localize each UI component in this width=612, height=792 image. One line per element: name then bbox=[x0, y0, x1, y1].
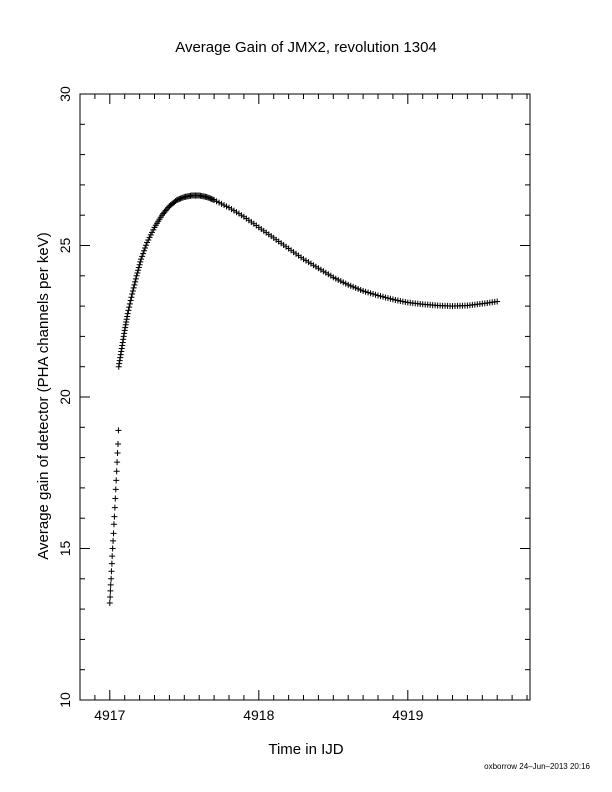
y-tick-label: 25 bbox=[57, 238, 73, 254]
x-tick-label: 4918 bbox=[243, 707, 274, 723]
y-axis-label: Average gain of detector (PHA channels p… bbox=[35, 232, 52, 559]
data-point bbox=[141, 247, 148, 254]
data-point bbox=[111, 513, 118, 520]
data-point bbox=[113, 468, 120, 475]
data-point bbox=[107, 593, 114, 600]
data-point bbox=[149, 229, 156, 236]
data-point bbox=[494, 298, 501, 305]
data-point bbox=[130, 284, 137, 291]
data-point bbox=[135, 267, 142, 274]
x-tick-label: 4917 bbox=[94, 707, 125, 723]
data-point bbox=[134, 270, 141, 277]
data-point bbox=[132, 275, 139, 282]
data-point bbox=[128, 294, 135, 301]
data-point bbox=[106, 600, 113, 607]
data-point bbox=[109, 553, 116, 560]
x-axis-label: Time in IJD bbox=[268, 741, 343, 758]
data-point bbox=[114, 440, 121, 447]
data-point bbox=[137, 258, 144, 265]
data-point bbox=[129, 290, 136, 297]
data-point bbox=[109, 545, 116, 552]
data-point bbox=[129, 287, 136, 294]
y-tick-label: 30 bbox=[57, 86, 73, 102]
data-point bbox=[110, 537, 117, 544]
x-tick-label: 4919 bbox=[392, 707, 423, 723]
data-point bbox=[112, 486, 119, 493]
plot-area: 4917 4918 4919 10 15 20 25 30 bbox=[57, 86, 531, 723]
data-point bbox=[107, 587, 114, 594]
data-point bbox=[113, 477, 120, 484]
data-point bbox=[135, 264, 142, 271]
data-point bbox=[150, 226, 157, 233]
data-point bbox=[114, 459, 121, 466]
data-point bbox=[114, 450, 121, 457]
data-point bbox=[138, 256, 145, 263]
data-point bbox=[108, 575, 115, 582]
data-point bbox=[142, 245, 149, 252]
chart-title: Average Gain of JMX2, revolution 1304 bbox=[175, 39, 437, 56]
y-tick-label: 20 bbox=[57, 389, 73, 405]
footer-stamp: oxborrow 24–Jun–2013 20:16 bbox=[484, 762, 590, 771]
data-point bbox=[126, 304, 133, 311]
data-point bbox=[146, 234, 153, 241]
data-point bbox=[108, 560, 115, 567]
data-point bbox=[131, 281, 138, 288]
data-point bbox=[111, 504, 118, 511]
data-point bbox=[132, 278, 139, 285]
data-point bbox=[147, 231, 154, 238]
data-point bbox=[145, 236, 152, 243]
y-tick-label: 15 bbox=[57, 541, 73, 557]
data-point bbox=[209, 196, 216, 203]
data-point bbox=[133, 272, 140, 279]
data-point bbox=[115, 427, 122, 434]
data-point bbox=[108, 568, 115, 575]
data-point bbox=[125, 307, 132, 314]
data-point bbox=[110, 521, 117, 528]
data-point bbox=[136, 261, 143, 268]
data-point bbox=[112, 495, 119, 502]
data-point bbox=[124, 310, 131, 317]
plot-frame bbox=[79, 93, 531, 701]
data-point bbox=[144, 239, 151, 246]
data-point bbox=[143, 242, 150, 249]
data-point bbox=[140, 250, 147, 257]
data-point bbox=[139, 253, 146, 260]
data-point bbox=[126, 300, 133, 307]
data-point bbox=[110, 530, 117, 537]
data-point bbox=[127, 297, 134, 304]
data-point bbox=[107, 581, 114, 588]
y-tick-label: 10 bbox=[57, 692, 73, 708]
